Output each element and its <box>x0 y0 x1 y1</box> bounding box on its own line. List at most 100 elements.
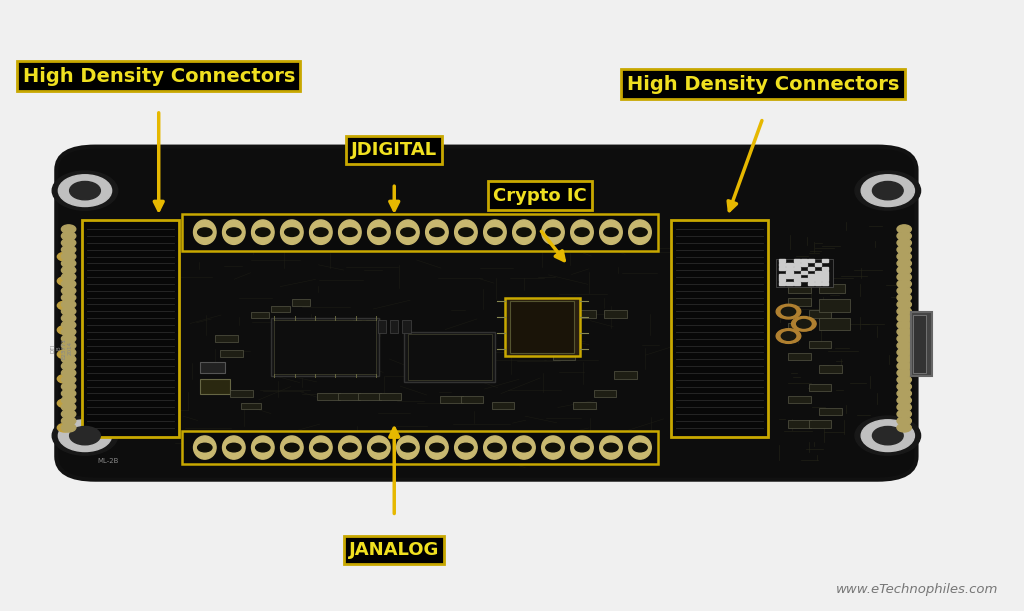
Ellipse shape <box>309 436 332 459</box>
Circle shape <box>61 280 76 288</box>
Bar <box>82 220 179 437</box>
Circle shape <box>57 399 72 408</box>
Circle shape <box>61 327 76 336</box>
Circle shape <box>897 259 911 268</box>
Circle shape <box>61 410 76 419</box>
Bar <box>230 390 253 397</box>
Ellipse shape <box>600 220 623 244</box>
Circle shape <box>897 423 911 432</box>
Circle shape <box>574 444 589 452</box>
Bar <box>271 318 379 376</box>
Circle shape <box>57 423 72 432</box>
Bar <box>671 220 768 437</box>
Bar <box>786 263 793 266</box>
Bar <box>604 310 627 318</box>
Circle shape <box>61 287 76 295</box>
Circle shape <box>61 348 76 357</box>
Circle shape <box>285 444 299 452</box>
Ellipse shape <box>483 220 506 244</box>
Bar <box>776 258 833 287</box>
Circle shape <box>604 228 618 236</box>
Bar <box>808 278 814 282</box>
Circle shape <box>897 232 911 240</box>
Ellipse shape <box>426 436 449 459</box>
Bar <box>822 271 828 274</box>
Circle shape <box>400 228 415 236</box>
Circle shape <box>487 444 502 452</box>
Circle shape <box>897 238 911 247</box>
Bar <box>553 353 575 360</box>
Bar <box>594 390 616 397</box>
Circle shape <box>897 382 911 391</box>
Bar <box>573 402 596 409</box>
Circle shape <box>897 314 911 323</box>
Bar <box>461 396 483 403</box>
Circle shape <box>897 280 911 288</box>
Ellipse shape <box>455 436 477 459</box>
Circle shape <box>897 246 911 254</box>
Bar <box>378 320 386 333</box>
Bar <box>808 274 814 277</box>
Circle shape <box>517 444 531 452</box>
FancyBboxPatch shape <box>56 147 916 480</box>
Bar <box>913 315 926 373</box>
Ellipse shape <box>483 436 506 459</box>
Circle shape <box>70 181 100 200</box>
Text: JANALOG: JANALOG <box>349 541 439 559</box>
Bar <box>200 379 230 394</box>
Ellipse shape <box>281 220 303 244</box>
Bar <box>911 312 932 376</box>
Circle shape <box>256 444 270 452</box>
Circle shape <box>61 293 76 302</box>
Bar <box>794 274 800 277</box>
Circle shape <box>57 350 72 359</box>
Ellipse shape <box>252 436 274 459</box>
Circle shape <box>897 348 911 357</box>
Bar <box>317 393 340 400</box>
Circle shape <box>57 375 72 383</box>
Ellipse shape <box>194 436 216 459</box>
Circle shape <box>872 181 903 200</box>
Circle shape <box>57 252 72 261</box>
Circle shape <box>781 332 796 340</box>
Bar <box>794 267 800 270</box>
Circle shape <box>897 307 911 315</box>
Circle shape <box>897 362 911 370</box>
Bar <box>505 298 580 356</box>
Bar <box>822 267 828 270</box>
Bar <box>809 310 831 318</box>
Circle shape <box>897 355 911 364</box>
Bar <box>251 312 269 318</box>
Circle shape <box>61 403 76 411</box>
Circle shape <box>61 342 76 350</box>
Circle shape <box>861 420 914 452</box>
Bar <box>819 284 845 293</box>
Bar <box>822 259 828 262</box>
Bar <box>788 323 811 330</box>
Circle shape <box>633 444 647 452</box>
Bar <box>353 320 361 333</box>
Circle shape <box>61 273 76 281</box>
Ellipse shape <box>339 220 361 244</box>
Bar <box>808 282 814 285</box>
Circle shape <box>897 327 911 336</box>
Circle shape <box>58 420 112 452</box>
Bar <box>390 320 398 333</box>
Circle shape <box>256 228 270 236</box>
Circle shape <box>285 228 299 236</box>
Circle shape <box>861 175 914 207</box>
Bar <box>801 263 807 266</box>
Circle shape <box>372 444 386 452</box>
Circle shape <box>61 225 76 233</box>
Text: www.eTechnophiles.com: www.eTechnophiles.com <box>836 583 998 596</box>
Circle shape <box>897 252 911 261</box>
Circle shape <box>897 334 911 343</box>
Ellipse shape <box>339 436 361 459</box>
Bar <box>815 282 821 285</box>
Bar <box>809 274 831 281</box>
Ellipse shape <box>629 220 651 244</box>
Ellipse shape <box>396 436 419 459</box>
Bar <box>292 299 310 306</box>
Bar <box>822 278 828 282</box>
Bar <box>779 274 785 277</box>
